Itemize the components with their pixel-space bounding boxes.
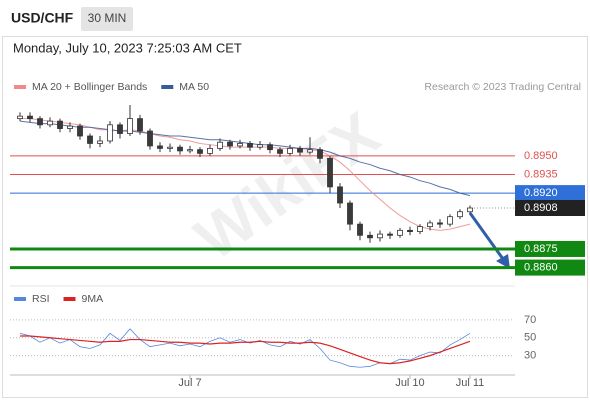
level-badge <box>515 259 585 276</box>
x-tick-label: Jul 7 <box>178 377 201 389</box>
candle-body <box>77 125 83 137</box>
forecast-arrowhead <box>496 254 510 269</box>
candle-body <box>197 149 203 154</box>
candle-body <box>337 186 343 204</box>
candle-body <box>317 149 323 159</box>
candle-body <box>97 140 103 144</box>
candle-body <box>407 229 413 232</box>
legend-label: RSI <box>32 293 50 305</box>
credit: Research © 2023 Trading Central <box>424 81 581 93</box>
candle-body <box>217 141 223 149</box>
candle-body <box>277 149 283 154</box>
candle-body <box>417 226 423 232</box>
candle-body <box>117 124 123 134</box>
candle-body <box>387 233 393 236</box>
forecast-arrow <box>468 212 505 260</box>
level-badge <box>515 200 585 216</box>
candle-body <box>17 115 23 120</box>
candle-body <box>377 233 383 239</box>
candle-body <box>327 157 333 188</box>
level-label: 0.8860 <box>524 261 558 273</box>
candle-body <box>157 145 163 149</box>
candle-body <box>237 143 243 147</box>
level-label: 0.8935 <box>524 168 558 180</box>
legend-label: MA 20 + Bollinger Bands <box>32 81 147 93</box>
candle-body <box>187 149 193 152</box>
x-tick-label: Jul 11 <box>456 377 485 389</box>
candle-body <box>27 115 33 120</box>
level-label: 0.8908 <box>524 202 558 214</box>
candle-body <box>367 234 373 239</box>
y-tick-label: 30 <box>524 350 536 362</box>
candle-body <box>437 222 443 225</box>
candle-body <box>127 118 133 134</box>
candle-body <box>87 135 93 144</box>
candle-body <box>167 146 173 149</box>
level-label: 0.8950 <box>524 150 558 162</box>
level-badge <box>515 240 585 257</box>
candle-body <box>107 124 113 142</box>
candle-body <box>137 118 143 132</box>
candle-body <box>57 120 63 129</box>
candle-body <box>307 149 313 153</box>
candle-body <box>147 130 153 147</box>
candle-body <box>207 148 213 154</box>
level-label: 0.8920 <box>524 187 558 199</box>
x-tick-label: Jul 10 <box>395 377 424 389</box>
level-badge <box>515 185 585 202</box>
interval: 30 MIN <box>88 11 127 25</box>
candle-body <box>457 211 463 218</box>
candle-body <box>347 202 353 225</box>
y-tick-label: 50 <box>524 332 536 344</box>
candle-body <box>37 118 43 126</box>
moving-average <box>20 118 471 231</box>
level-label: 0.8875 <box>524 243 558 255</box>
candle-body <box>447 216 453 225</box>
candle-body <box>247 143 253 148</box>
candle-body <box>357 223 363 236</box>
candle-body <box>67 125 73 129</box>
candle-body <box>427 222 433 228</box>
legend-label: MA 50 <box>179 81 209 93</box>
y-tick-label: 70 <box>524 314 536 326</box>
candle-body <box>467 207 473 213</box>
candle-body <box>267 144 273 151</box>
candle-body <box>297 148 303 153</box>
candle-body <box>47 120 53 126</box>
candle-body <box>397 229 403 236</box>
symbol: USD/CHF <box>11 10 74 26</box>
indicator-line <box>19 328 471 368</box>
indicator-line <box>20 335 471 365</box>
candle-body <box>227 141 233 147</box>
panel-frame <box>2 36 588 398</box>
legend-label: 9MA <box>82 293 104 305</box>
moving-average <box>19 120 471 197</box>
candle-body <box>287 148 293 154</box>
candle-body <box>257 144 263 148</box>
interval-badge <box>81 7 133 31</box>
timestamp: Monday, July 10, 2023 7:25:03 AM CET <box>13 40 242 55</box>
candle-body <box>177 146 183 152</box>
